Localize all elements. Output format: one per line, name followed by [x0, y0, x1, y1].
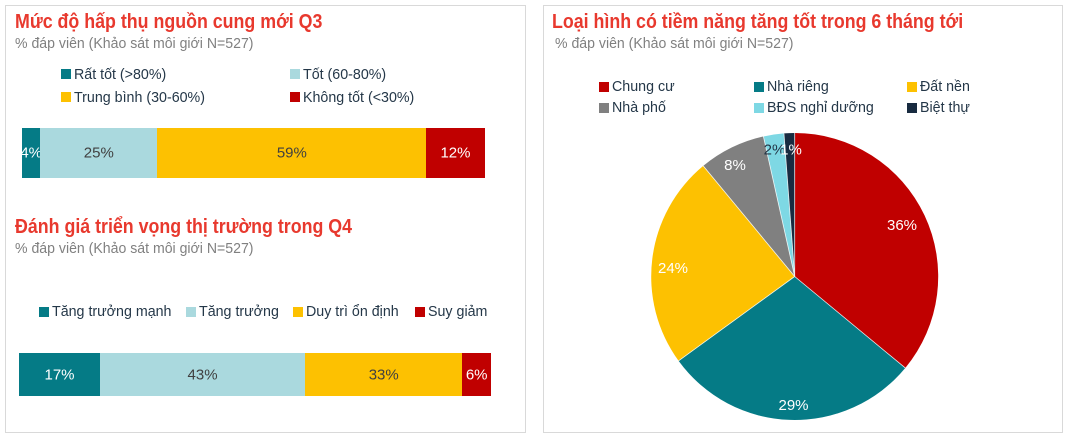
svg-text:29%: 29% — [778, 397, 808, 414]
svg-text:1%: 1% — [780, 142, 802, 159]
svg-text:24%: 24% — [658, 260, 688, 277]
svg-text:2%: 2% — [764, 142, 786, 159]
svg-text:36%: 36% — [887, 217, 917, 234]
svg-text:8%: 8% — [724, 157, 746, 174]
